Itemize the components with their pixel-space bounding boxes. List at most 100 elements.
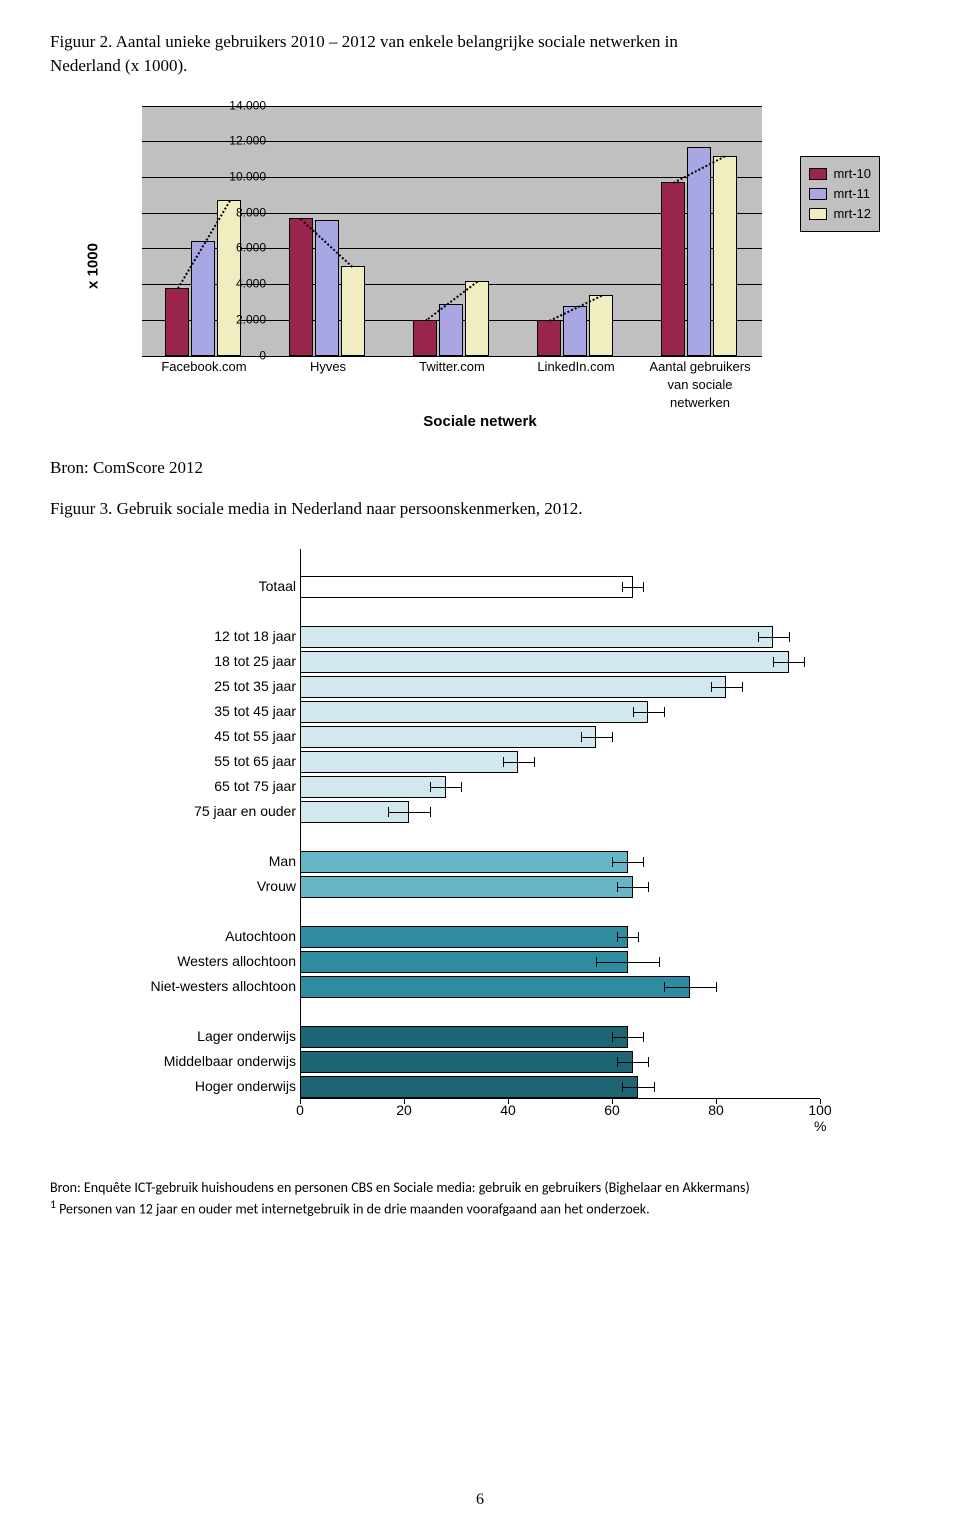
chart-2-row-label: 65 tot 75 jaar (106, 777, 296, 797)
chart-1-legend-swatch (809, 188, 827, 200)
chart-2-error-cap (716, 982, 717, 992)
chart-2-error-cap (664, 982, 665, 992)
chart-2-bar (300, 726, 596, 748)
chart-2-row-label: 25 tot 35 jaar (106, 677, 296, 697)
chart-2-error-cap (622, 582, 623, 592)
chart-2-error-cap (612, 857, 613, 867)
chart-2-row-label: Vrouw (106, 877, 296, 897)
chart-2-error-bar (711, 687, 742, 688)
chart-2-error-cap (617, 882, 618, 892)
chart-2-xtick: 20 (396, 1101, 412, 1121)
chart-1-legend-label: mrt-11 (833, 185, 870, 203)
chart-2-error-cap (534, 757, 535, 767)
chart-1-bar (315, 220, 339, 356)
chart-2-error-cap (617, 1057, 618, 1067)
footnote-block: Bron: Enquête ICT-gebruik huishoudens en… (50, 1179, 910, 1219)
chart-2-error-cap (617, 932, 618, 942)
chart-2-error-cap (648, 882, 649, 892)
chart-1-xaxis-title: Sociale netwerk (423, 411, 536, 432)
chart-1-ytick: 6.000 (236, 240, 266, 257)
chart-2-error-bar (622, 1087, 653, 1088)
chart-2-error-cap (633, 707, 634, 717)
chart-2-bar (300, 701, 648, 723)
chart-2-bar (300, 1051, 633, 1073)
chart-2-bar (300, 876, 633, 898)
chart-1-bar (589, 295, 613, 356)
chart-2-error-cap (612, 1032, 613, 1042)
chart-1-ytick: 10.000 (229, 169, 266, 186)
chart-1-container: x 1000 Sociale netwerk mrt-10mrt-11mrt-1… (50, 96, 910, 436)
chart-2-error-cap (388, 807, 389, 817)
footnote-persons: 1 Personen van 12 jaar en ouder met inte… (50, 1198, 910, 1220)
chart-1-category-label: Twitter.com (392, 358, 512, 376)
chart-2-row-label: Middelbaar onderwijs (106, 1052, 296, 1072)
figure-2-caption: Figuur 2. Aantal unieke gebruikers 2010 … (50, 30, 910, 78)
chart-2-error-bar (612, 862, 643, 863)
chart-1-legend-label: mrt-12 (833, 205, 871, 223)
chart-2-row-label: Man (106, 852, 296, 872)
chart-2-error-cap (581, 732, 582, 742)
chart-2-bar (300, 626, 773, 648)
chart-2-bar (300, 576, 633, 598)
chart-2-row-label: 75 jaar en ouder (106, 802, 296, 822)
chart-1-legend-swatch (809, 208, 827, 220)
chart-1-bar (413, 320, 437, 356)
chart-2-error-cap (612, 732, 613, 742)
chart-1: x 1000 Sociale netwerk mrt-10mrt-11mrt-1… (70, 96, 890, 436)
chart-2-row-label: Totaal (106, 577, 296, 597)
chart-2-row-label: 55 tot 65 jaar (106, 752, 296, 772)
chart-1-category-label: Hyves (268, 358, 388, 376)
chart-2-error-cap (430, 807, 431, 817)
chart-2-bar (300, 851, 628, 873)
chart-1-legend-item: mrt-10 (809, 165, 871, 183)
chart-2-row-label: Lager onderwijs (106, 1027, 296, 1047)
chart-2-xtick: 80 (708, 1101, 724, 1121)
chart-1-category-label: Facebook.com (144, 358, 264, 376)
chart-1-ytick: 14.000 (229, 97, 266, 114)
chart-2-row-label: 12 tot 18 jaar (106, 627, 296, 647)
chart-2-error-bar (758, 637, 789, 638)
chart-2-error-cap (664, 707, 665, 717)
chart-2-row-label: 18 tot 25 jaar (106, 652, 296, 672)
chart-1-ytick: 2.000 (236, 311, 266, 328)
chart-2-error-cap (773, 657, 774, 667)
chart-1-bar (439, 304, 463, 356)
footnote-source: Bron: Enquête ICT-gebruik huishoudens en… (50, 1179, 910, 1198)
chart-1-bar (661, 182, 685, 355)
chart-2-error-bar (388, 812, 430, 813)
chart-1-source: Bron: ComScore 2012 (50, 456, 910, 480)
chart-1-ytick: 4.000 (236, 276, 266, 293)
chart-1-bar (465, 281, 489, 356)
chart-1-legend-swatch (809, 168, 827, 180)
chart-2-error-bar (617, 887, 648, 888)
chart-2-error-cap (643, 1032, 644, 1042)
chart-2-error-cap (654, 1082, 655, 1092)
chart-2-error-bar (596, 962, 658, 963)
chart-2-error-bar (581, 737, 612, 738)
chart-1-legend-item: mrt-11 (809, 185, 871, 203)
chart-2-row-label: 45 tot 55 jaar (106, 727, 296, 747)
chart-2-error-cap (461, 782, 462, 792)
chart-1-legend-item: mrt-12 (809, 205, 871, 223)
chart-1-ylabel: x 1000 (82, 243, 103, 289)
chart-1-ytick: 8.000 (236, 204, 266, 221)
chart-1-legend: mrt-10 mrt-11 mrt-12 (800, 156, 880, 233)
chart-2-row-label: Autochtoon (106, 927, 296, 947)
chart-2-error-cap (742, 682, 743, 692)
chart-2-error-bar (773, 662, 804, 663)
chart-2-error-bar (617, 1062, 648, 1063)
chart-2-plot (300, 549, 820, 1099)
caption-line-2: Nederland (x 1000). (50, 56, 187, 75)
chart-2-xtick: 40 (500, 1101, 516, 1121)
chart-2-pct-label: % (814, 1117, 826, 1137)
chart-2-error-cap (643, 857, 644, 867)
chart-2-row-label: Niet-westers allochtoon (106, 977, 296, 997)
chart-2-x-axis (300, 1098, 820, 1099)
figure-3-caption: Figuur 3. Gebruik sociale media in Neder… (50, 497, 910, 521)
caption-line-1: Figuur 2. Aantal unieke gebruikers 2010 … (50, 32, 678, 51)
chart-1-bar (165, 288, 189, 356)
footnote-text: Personen van 12 jaar en ouder met intern… (56, 1201, 650, 1218)
chart-1-category-label: Aantal gebruikers van sociale netwerken (640, 358, 760, 413)
chart-2-error-cap (804, 657, 805, 667)
chart-2-row-label: Westers allochtoon (106, 952, 296, 972)
